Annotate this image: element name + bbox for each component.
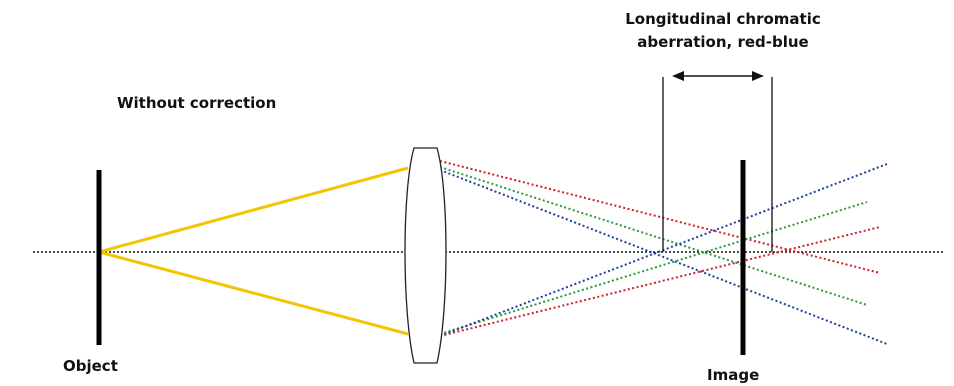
aberration-label-line-2: aberration, red-blue — [637, 33, 809, 51]
red-ray-upper — [439, 160, 881, 274]
green-ray-upper — [439, 166, 868, 306]
green-ray-lower — [439, 201, 868, 335]
aberration-arrowhead-right — [752, 71, 764, 81]
object-ray-lower — [98, 250, 409, 336]
heading-without-correction: Without correction — [117, 94, 277, 112]
aberration-label-line-1: Longitudinal chromatic — [625, 10, 821, 28]
image-label: Image — [707, 366, 760, 384]
aberration-label: Longitudinal chromatic aberration, red-b… — [620, 8, 826, 54]
object-label: Object — [63, 357, 118, 375]
red-ray-lower — [439, 226, 881, 337]
aberration-arrowhead-left — [672, 71, 684, 81]
object-ray-upper — [98, 166, 409, 254]
lens — [404, 147, 447, 364]
blue-ray-upper — [439, 169, 888, 345]
